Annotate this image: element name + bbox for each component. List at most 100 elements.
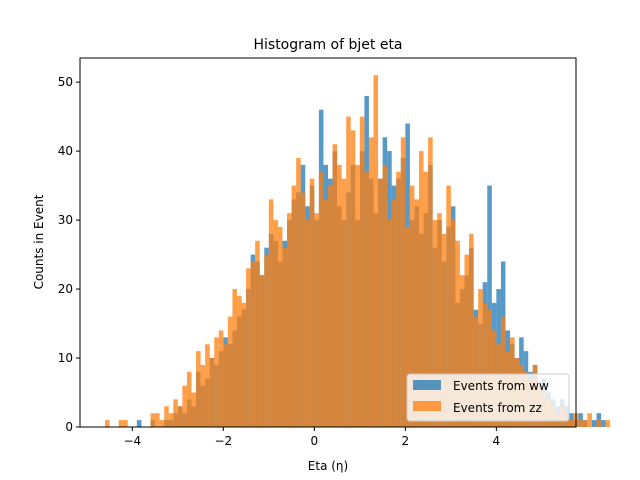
- legend-box: [406, 373, 570, 422]
- histogram-bar: [478, 289, 483, 427]
- histogram-bar: [482, 302, 488, 427]
- x-tick-label: −2: [214, 434, 232, 448]
- histogram-bar: [218, 330, 224, 427]
- histogram-bar: [455, 240, 460, 427]
- histogram-bar: [168, 413, 174, 427]
- histogram-bar: [205, 344, 210, 427]
- histogram-bar: [601, 420, 606, 427]
- histogram-bar: [459, 275, 465, 427]
- histogram-bar: [337, 164, 342, 427]
- histogram-bar: [500, 316, 506, 427]
- histogram-bar: [487, 309, 492, 427]
- histogram-bar: [241, 302, 247, 427]
- x-tick-label: −4: [123, 434, 141, 448]
- legend: Events from ww Events from zz: [406, 373, 570, 422]
- y-tick-label: 50: [58, 75, 73, 89]
- histogram-bar: [191, 392, 197, 427]
- histogram-bar: [587, 413, 592, 427]
- histogram-bar: [368, 137, 374, 427]
- histogram-bar: [378, 178, 383, 427]
- histogram-bar: [118, 420, 124, 427]
- y-tick-label: 20: [58, 282, 73, 296]
- histogram-bar: [300, 192, 306, 427]
- histogram-bar: [291, 185, 297, 427]
- x-tick-label: 2: [402, 434, 410, 448]
- histogram-bar: [437, 213, 442, 427]
- legend-swatch-ww: [413, 380, 441, 390]
- histogram-bar: [419, 151, 424, 428]
- x-tick-label: 0: [311, 434, 319, 448]
- histogram-bar: [282, 247, 288, 427]
- y-tick-label: 30: [58, 213, 73, 227]
- histogram-bar: [578, 420, 583, 427]
- histogram-bar: [332, 144, 338, 427]
- histogram-bar: [596, 420, 602, 427]
- histogram-bar: [400, 137, 406, 427]
- histogram-bar: [382, 164, 388, 427]
- histogram-bar: [264, 254, 269, 427]
- histogram-bar: [173, 399, 178, 427]
- histogram-bar: [364, 171, 369, 427]
- histogram-bar: [473, 316, 479, 427]
- histogram-bar: [591, 420, 597, 427]
- histogram-bar: [309, 178, 315, 427]
- histogram-bar: [391, 199, 397, 427]
- histogram-bar: [582, 420, 588, 427]
- histogram-bar: [318, 171, 324, 427]
- histogram-bar: [105, 420, 110, 427]
- histogram-bar: [432, 220, 438, 427]
- histogram-bar: [350, 130, 356, 428]
- y-tick-label: 0: [65, 420, 73, 434]
- legend-label-ww: Events from ww: [453, 379, 549, 393]
- histogram-bar: [441, 233, 447, 427]
- histogram-bar: [328, 185, 333, 427]
- histogram-bar: [314, 213, 319, 427]
- histogram-bar: [273, 220, 278, 427]
- histogram-bar: [428, 137, 433, 427]
- histogram-bar: [259, 275, 265, 427]
- histogram-bar: [446, 185, 451, 427]
- histogram-bar: [227, 316, 233, 427]
- histogram-bar: [123, 420, 128, 427]
- histogram-bar: [223, 344, 228, 427]
- histogram-bar: [409, 185, 415, 427]
- histogram-bar: [355, 164, 360, 427]
- histogram-bar: [287, 213, 292, 427]
- histogram-bar: [150, 413, 156, 427]
- histogram-bar: [236, 295, 242, 427]
- plot-frame: [79, 57, 577, 428]
- histogram-bar: [277, 226, 283, 427]
- histogram-bar: [250, 261, 256, 427]
- chart-title: Histogram of bjet eta: [253, 37, 402, 53]
- histogram-bar: [232, 289, 237, 427]
- histogram-bar: [605, 420, 611, 427]
- histogram-bar: [346, 116, 351, 427]
- histogram-bar: [164, 406, 169, 427]
- histogram-bars: [105, 75, 611, 428]
- histogram-bar: [569, 420, 574, 427]
- histogram-bar: [464, 254, 470, 427]
- histogram-bar: [323, 199, 328, 427]
- x-tick-label: 4: [493, 434, 501, 448]
- histogram-bar: [155, 413, 160, 427]
- histogram-bar: [200, 364, 206, 427]
- histogram-bar: [136, 420, 142, 427]
- histogram-bar: [341, 178, 347, 427]
- histogram-bar: [255, 240, 260, 427]
- histogram-bar: [177, 406, 183, 427]
- histogram-bar: [396, 171, 401, 427]
- histogram-bar: [405, 226, 410, 427]
- series-zz: [105, 75, 611, 428]
- y-axis-label: Counts in Event: [32, 194, 46, 289]
- histogram-bar: [423, 171, 429, 427]
- histogram-bar: [196, 351, 201, 427]
- histogram-bar: [182, 385, 187, 427]
- histogram-bar: [414, 199, 420, 427]
- y-axis-ticks: 0 10 20 30 40 50: [58, 75, 80, 434]
- y-tick-label: 10: [58, 351, 73, 365]
- histogram-bar: [209, 358, 215, 427]
- histogram-bar: [450, 220, 456, 427]
- histogram-bar: [359, 116, 365, 427]
- legend-swatch-zz: [413, 401, 441, 411]
